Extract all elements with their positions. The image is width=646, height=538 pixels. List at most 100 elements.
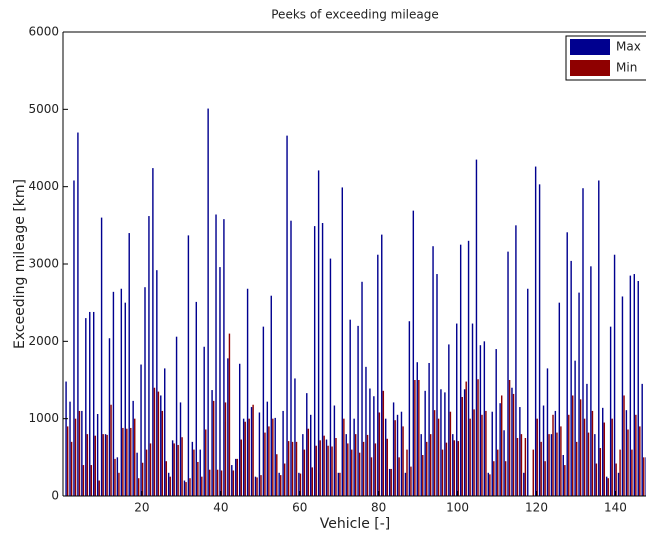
bar [453, 440, 456, 496]
bar [294, 378, 296, 496]
bar [382, 390, 385, 496]
bar [386, 438, 388, 496]
bar [388, 468, 391, 496]
bar [280, 475, 282, 496]
bar [228, 333, 231, 496]
bar [90, 465, 93, 496]
bar [319, 440, 321, 496]
bar [424, 390, 426, 496]
bar [134, 418, 136, 496]
bar [195, 301, 198, 496]
bar [412, 210, 415, 496]
legend-label: Max [616, 40, 641, 54]
bar [169, 476, 171, 496]
bar [205, 429, 207, 496]
bar [65, 381, 67, 496]
bar [92, 311, 95, 496]
bar [224, 402, 227, 496]
x-tick-label: 40 [213, 501, 228, 515]
bar [167, 472, 170, 496]
bar [556, 432, 558, 496]
bar [540, 441, 542, 496]
bar [437, 418, 440, 496]
bar [560, 426, 562, 496]
bar [254, 476, 257, 496]
bar [418, 380, 420, 496]
bar [116, 457, 119, 496]
bar [152, 168, 154, 496]
bar [511, 387, 513, 496]
bar [98, 480, 100, 496]
bar [504, 461, 507, 496]
bar [216, 469, 219, 496]
y-tick-label: 2000 [28, 334, 59, 348]
bar [605, 476, 608, 496]
bar [82, 465, 85, 496]
bar [578, 292, 580, 496]
bar [586, 383, 588, 496]
bar [201, 476, 203, 496]
bar [574, 360, 576, 496]
bar [227, 358, 229, 496]
bar [384, 418, 387, 496]
bar [126, 428, 128, 496]
bar [396, 414, 399, 496]
bar [373, 396, 375, 496]
bar [432, 246, 434, 496]
bar [392, 402, 395, 496]
bar [209, 469, 211, 496]
bar [323, 435, 325, 496]
bar [179, 402, 182, 496]
bar [130, 427, 132, 496]
bar [477, 379, 479, 496]
bar [149, 443, 152, 496]
bar [609, 326, 612, 496]
bar [141, 462, 144, 496]
bar [171, 440, 174, 496]
bar [633, 274, 636, 496]
bar [347, 443, 349, 496]
bar [85, 318, 87, 496]
bar [381, 234, 383, 496]
bar [566, 232, 568, 496]
bar [160, 395, 162, 496]
bar [181, 437, 183, 496]
bar [223, 219, 225, 496]
bar [310, 414, 312, 496]
bar [81, 410, 83, 496]
bar [515, 225, 517, 497]
bar [211, 390, 213, 496]
bar [444, 392, 446, 496]
bar [499, 403, 501, 496]
bar [207, 108, 209, 496]
bar [325, 439, 328, 496]
bar [627, 429, 629, 496]
bar [362, 441, 365, 496]
bar [74, 418, 77, 496]
bar [187, 235, 190, 497]
bar [165, 461, 168, 496]
bar [220, 470, 223, 496]
bar [542, 405, 545, 496]
bar [118, 472, 120, 496]
bar [345, 434, 347, 496]
bar [337, 472, 340, 496]
x-tick-label: 120 [525, 501, 548, 515]
bar [481, 414, 483, 496]
bar [619, 449, 621, 496]
bar [562, 455, 564, 496]
bar [607, 478, 609, 496]
bar [461, 397, 463, 496]
bar [377, 254, 379, 496]
bar [132, 400, 134, 496]
y-tick-label: 6000 [28, 25, 59, 39]
bar [102, 434, 104, 496]
bar [534, 166, 537, 496]
bar [295, 441, 298, 496]
bar [197, 461, 199, 496]
x-axis-label: Vehicle [-] [320, 516, 391, 532]
bar [108, 338, 111, 496]
bar [333, 405, 336, 496]
bar [248, 418, 250, 496]
bar [564, 465, 566, 496]
